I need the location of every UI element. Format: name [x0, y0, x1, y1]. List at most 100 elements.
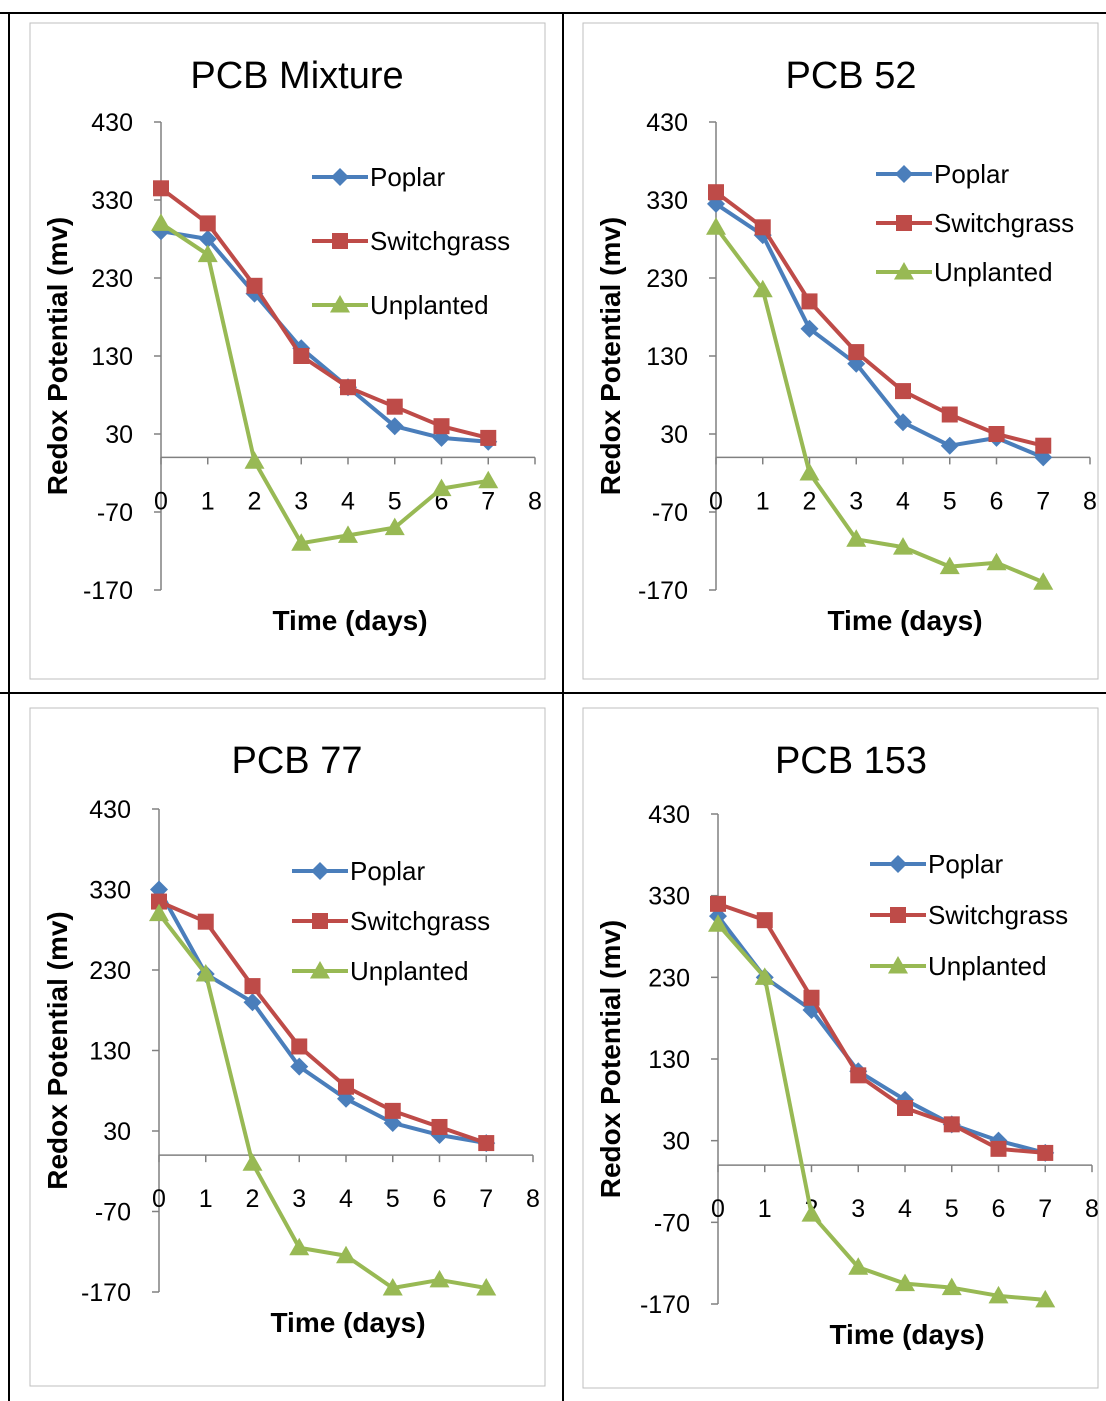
data-point-switchgrass: [244, 978, 261, 995]
y-tick-label: 330: [89, 877, 131, 905]
data-point-switchgrass: [710, 895, 726, 912]
x-tick-label: 8: [1085, 1195, 1099, 1223]
legend-marker-poplar: [889, 855, 907, 873]
x-tick-label: 4: [896, 487, 910, 515]
y-axis-label: Redox Potential (mv): [42, 217, 73, 495]
legend-label: Unplanted: [928, 951, 1047, 981]
data-point-switchgrass: [246, 277, 263, 294]
legend-entry-switchgrass: Switchgrass: [312, 226, 510, 256]
x-axis-label: Time (days): [272, 605, 427, 636]
data-point-unplanted: [431, 478, 452, 497]
x-tick-label: 3: [294, 487, 308, 515]
data-point-unplanted: [476, 1277, 497, 1296]
x-tick-label: 3: [849, 487, 863, 515]
data-point-switchgrass: [943, 1116, 960, 1133]
x-tick-label: 1: [758, 1195, 772, 1223]
series-line-poplar: [160, 229, 489, 444]
x-tick-label: 6: [433, 1185, 447, 1213]
legend-marker-switchgrass: [890, 907, 906, 923]
legend-entry-switchgrass: Switchgrass: [876, 208, 1074, 238]
series-unplanted: [149, 903, 497, 1296]
legend-label: Poplar: [350, 856, 425, 886]
y-tick-label: 130: [91, 343, 133, 371]
data-point-switchgrass: [803, 989, 820, 1006]
data-point-switchgrass: [1035, 437, 1052, 454]
x-axis-label: Time (days): [829, 1319, 984, 1350]
data-point-switchgrass: [754, 219, 771, 236]
chart-title: PCB 153: [775, 740, 927, 782]
data-point-unplanted: [291, 533, 312, 551]
data-point-switchgrass: [433, 418, 450, 435]
data-point-switchgrass: [153, 180, 169, 197]
legend-label: Unplanted: [934, 257, 1053, 287]
data-point-poplar: [198, 230, 217, 248]
y-tick-label: 130: [648, 1046, 690, 1074]
x-tick-label: 5: [945, 1195, 959, 1223]
x-tick-label: 2: [246, 1185, 260, 1213]
series-unplanted: [706, 217, 1054, 590]
chart-panel-3: PCB 77 -170 -70 30 130 230 330 430 0 1 2 3 4 5 6 7 8 Time…: [29, 707, 546, 1387]
data-point-unplanted: [478, 470, 499, 489]
legend-marker-switchgrass: [896, 215, 912, 231]
data-point-switchgrass: [1037, 1144, 1054, 1161]
data-point-switchgrass: [293, 348, 310, 364]
y-tick-label: -170: [81, 1279, 131, 1307]
data-point-switchgrass: [291, 1038, 308, 1055]
data-point-unplanted: [939, 556, 960, 575]
data-point-unplanted: [846, 529, 867, 547]
data-point-unplanted: [801, 1204, 822, 1222]
y-tick-label: -170: [638, 577, 688, 605]
data-point-poplar: [290, 1057, 309, 1076]
data-point-switchgrass: [151, 893, 167, 910]
data-point-switchgrass: [756, 912, 773, 929]
legend-marker-unplanted: [330, 295, 350, 313]
data-point-unplanted: [197, 244, 218, 263]
legend-label: Switchgrass: [350, 906, 490, 936]
legend-marker-poplar: [895, 165, 913, 183]
series-switchgrass: [708, 184, 1052, 454]
x-axis-label: Time (days): [270, 1307, 425, 1338]
data-point-unplanted: [429, 1269, 450, 1288]
y-tick-label: 430: [646, 109, 688, 137]
data-point-switchgrass: [850, 1067, 867, 1084]
data-point-switchgrass: [199, 215, 216, 232]
data-point-unplanted: [988, 1285, 1009, 1304]
data-point-switchgrass: [480, 429, 497, 446]
x-axis-label: Time (days): [827, 605, 982, 636]
y-tick-label: 130: [89, 1038, 131, 1066]
x-tick-label: 1: [756, 487, 770, 515]
chart-panel-2: PCB 52 -170 -70 30 130 230 330 430 0 1 2 3 4 5 6 7 8 Time…: [582, 22, 1099, 680]
legend-entry-poplar: Poplar: [876, 159, 1009, 189]
series-line-unplanted: [157, 912, 487, 1290]
x-tick-label: 6: [992, 1195, 1006, 1223]
data-point-unplanted: [752, 279, 773, 298]
y-tick-label: 330: [648, 883, 690, 911]
x-tick-label: 0: [152, 1185, 166, 1213]
legend-label: Switchgrass: [370, 226, 510, 256]
data-point-unplanted: [986, 552, 1007, 571]
x-tick-label: 0: [154, 487, 168, 515]
data-point-switchgrass: [340, 379, 356, 396]
data-point-unplanted: [151, 213, 171, 231]
y-tick-label: 30: [660, 421, 688, 449]
series-line-unplanted: [716, 922, 1046, 1302]
data-point-unplanted: [708, 914, 728, 932]
chart-title: PCB 52: [786, 55, 917, 97]
data-point-unplanted: [382, 1277, 403, 1296]
y-tick-label: 230: [89, 957, 131, 985]
data-point-unplanted: [848, 1257, 869, 1275]
x-tick-label: 7: [1036, 487, 1050, 515]
data-point-unplanted: [242, 1153, 263, 1171]
series-unplanted: [708, 914, 1056, 1308]
x-tick-label: 5: [943, 487, 957, 515]
legend-label: Poplar: [934, 159, 1009, 189]
data-point-poplar: [385, 417, 404, 436]
y-tick-label: 430: [89, 796, 131, 824]
chart-title: PCB 77: [232, 740, 363, 782]
legend-entry-unplanted: Unplanted: [292, 956, 469, 986]
legend-label: Poplar: [370, 162, 445, 192]
series-switchgrass: [153, 180, 497, 446]
